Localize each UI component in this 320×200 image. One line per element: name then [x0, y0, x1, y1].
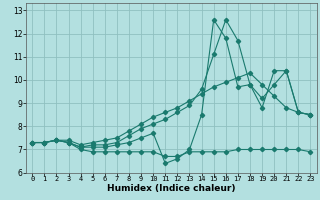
X-axis label: Humidex (Indice chaleur): Humidex (Indice chaleur): [107, 184, 236, 193]
